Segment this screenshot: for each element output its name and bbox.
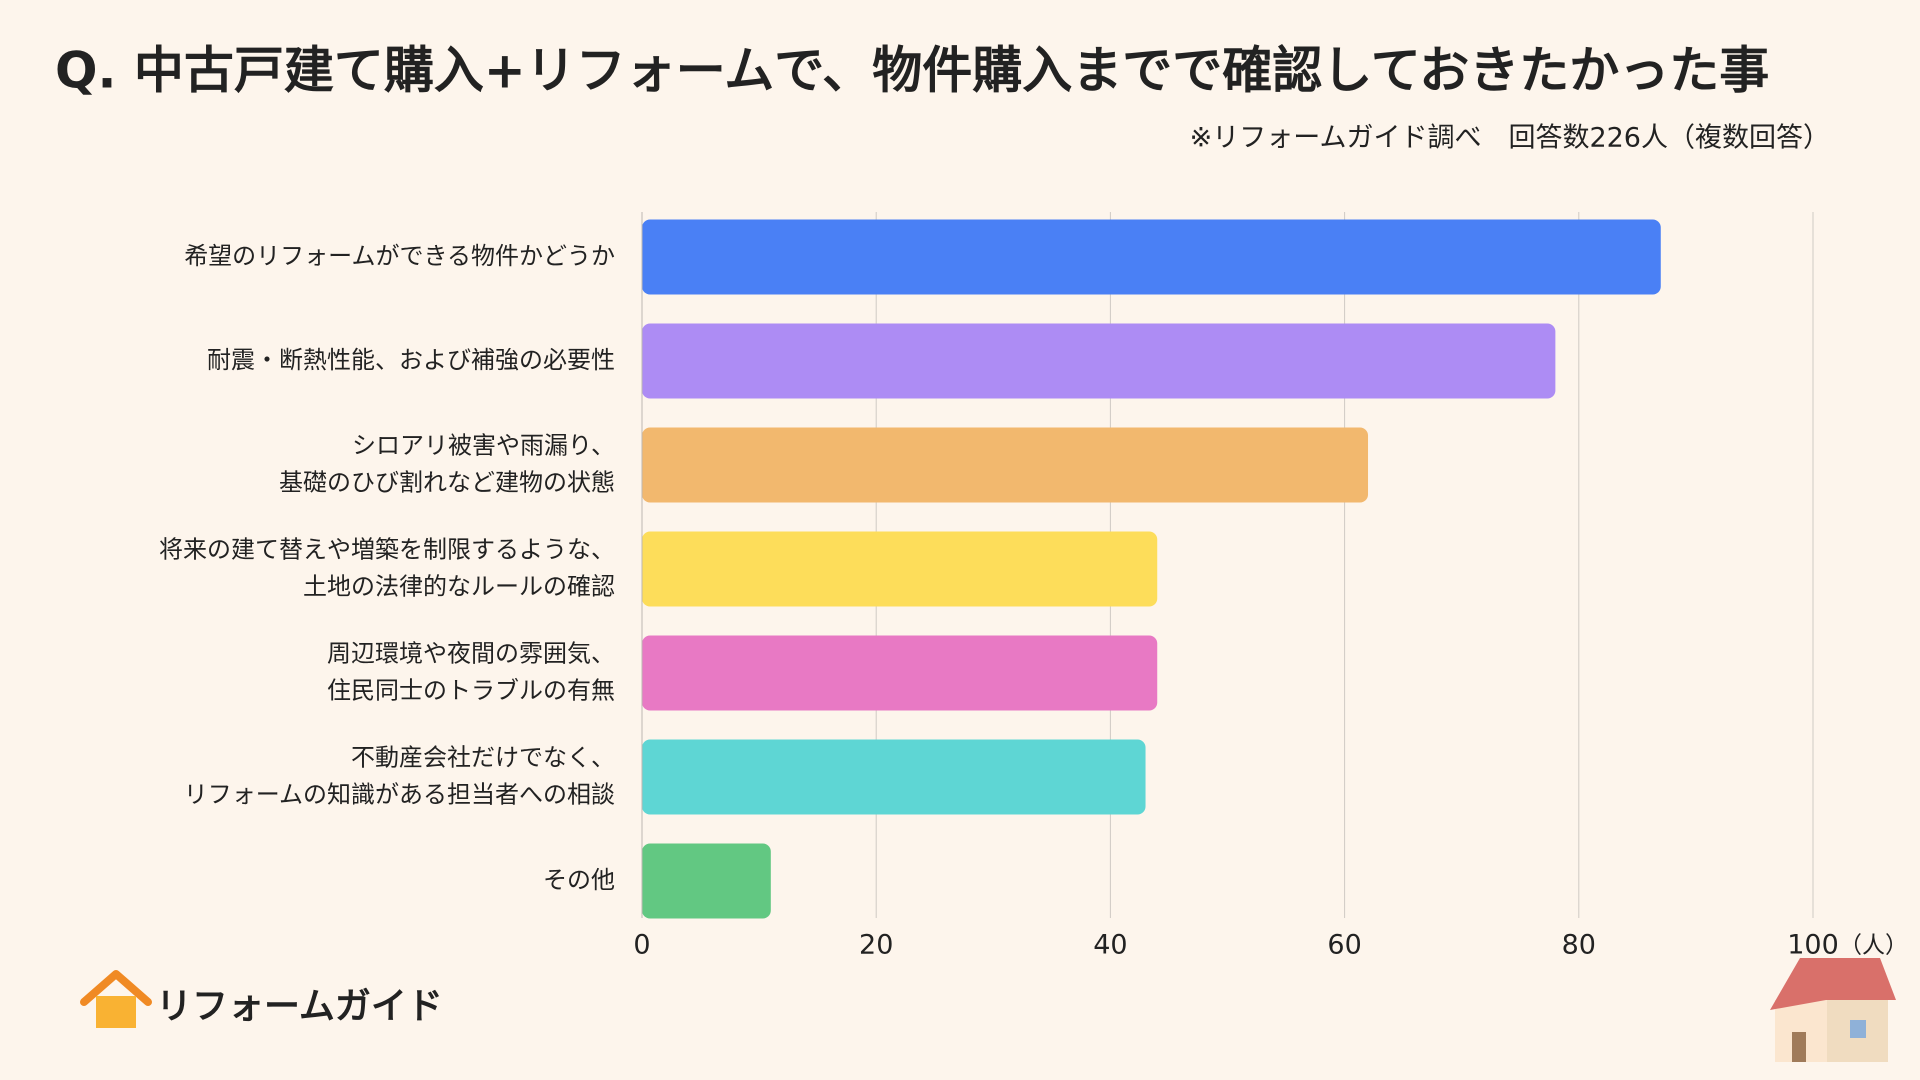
y-tick-label: 住民同士のトラブルの有無 <box>327 677 615 705</box>
x-tick-label: 60 <box>1327 930 1361 961</box>
chart-title: Q. 中古戸建て購入+リフォームで、物件購入までで確認しておきたかった事 <box>55 42 1769 100</box>
chart-subtitle: ※リフォームガイド調べ 回答数226人（複数回答） <box>1190 123 1830 154</box>
y-tick-label: 将来の建て替えや増築を制限するような、 <box>159 536 615 564</box>
house-window <box>1850 1020 1866 1038</box>
bar <box>642 323 1556 399</box>
house-roof <box>1770 958 1896 1010</box>
x-tick-label: 80 <box>1562 930 1596 961</box>
house-illustration <box>1770 958 1896 1062</box>
bar <box>642 219 1661 295</box>
y-tick-label: リフォームの知識がある担当者への相談 <box>184 781 615 809</box>
y-tick-label: 土地の法律的なルールの確認 <box>303 573 615 601</box>
y-tick-label: 不動産会社だけでなく、 <box>351 744 615 772</box>
logo-house <box>96 996 136 1028</box>
bar <box>642 427 1369 503</box>
y-tick-label: 耐震・断熱性能、および補強の必要性 <box>207 346 615 374</box>
y-tick-label: シロアリ被害や雨漏り、 <box>352 432 615 460</box>
x-tick-label: 40 <box>1093 930 1127 961</box>
y-tick-label: 周辺環境や夜間の雰囲気、 <box>327 640 615 668</box>
y-tick-label: その他 <box>543 866 615 894</box>
house-door <box>1792 1032 1806 1062</box>
x-tick-label: 20 <box>859 930 893 961</box>
bar <box>642 531 1158 607</box>
x-axis-label: （人） <box>1839 933 1908 959</box>
bar <box>642 739 1146 815</box>
x-tick-label: 0 <box>633 930 650 961</box>
logo-text: リフォームガイド <box>156 986 443 1027</box>
x-tick-label: 100 <box>1787 930 1839 961</box>
logo: リフォームガイド <box>80 970 443 1028</box>
bar <box>642 635 1158 711</box>
y-tick-label: 基礎のひび割れなど建物の状態 <box>279 469 615 497</box>
y-tick-label: 希望のリフォームができる物件かどうか <box>184 242 615 270</box>
bar <box>642 843 771 919</box>
logo-roof <box>80 970 152 1006</box>
